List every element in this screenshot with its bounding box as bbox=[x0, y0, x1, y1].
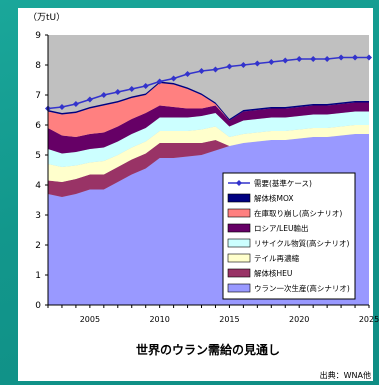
legend-label: リサイクル物質(高シナリオ) bbox=[254, 238, 350, 248]
area-series-1 bbox=[48, 134, 369, 197]
legend-label: ウラン一次生産(高シナリオ) bbox=[254, 283, 350, 293]
axes: 0 1 2 3 4 5 6 7 8 9 2005 2010 2015 2020 2025 bbox=[35, 31, 379, 324]
demand-point bbox=[226, 63, 233, 70]
demand-point bbox=[114, 89, 121, 95]
legend-demand-marker bbox=[236, 180, 242, 186]
y-unit-label: （万tU） bbox=[28, 12, 65, 23]
x-tick-label: 2020 bbox=[289, 315, 309, 324]
y-tick-label: 8 bbox=[35, 61, 41, 71]
y-tick-label: 5 bbox=[35, 151, 41, 161]
demand-point bbox=[254, 60, 261, 67]
demand-point bbox=[310, 56, 317, 62]
demand-point bbox=[268, 59, 275, 65]
y-tick-label: 3 bbox=[35, 211, 41, 221]
legend-label: 需要(基準ケース) bbox=[254, 178, 312, 188]
legend-swatch bbox=[227, 283, 251, 293]
legend-swatch bbox=[227, 253, 251, 263]
area-series-4 bbox=[48, 102, 369, 154]
y-tick-label: 1 bbox=[35, 271, 41, 281]
demand-point bbox=[184, 71, 191, 77]
x-tick-label: 2015 bbox=[219, 315, 239, 324]
area-series-3 bbox=[48, 111, 369, 167]
demand-point bbox=[198, 68, 205, 74]
legend-swatch bbox=[227, 193, 251, 203]
y-tick-label: 7 bbox=[35, 91, 41, 101]
demand-point bbox=[338, 54, 345, 61]
legend-label: 在庫取り崩し(高シナリオ) bbox=[254, 208, 342, 218]
demand-point bbox=[58, 104, 65, 110]
demand-point bbox=[366, 54, 372, 61]
demand-point bbox=[128, 86, 135, 92]
legend-swatch bbox=[227, 208, 251, 218]
legend-label: 解体核MOX bbox=[254, 193, 294, 203]
chart-title: 世界のウラン需給の見通し bbox=[136, 342, 280, 357]
legend-label: テイル再濃縮 bbox=[254, 253, 299, 263]
y-tick-label: 9 bbox=[35, 31, 41, 41]
demand-point bbox=[324, 56, 331, 62]
legend-box bbox=[222, 172, 356, 300]
area-series-5 bbox=[48, 83, 369, 137]
demand-point bbox=[240, 62, 247, 68]
chart-source: 出典：WNA他 bbox=[320, 370, 371, 380]
demand-point bbox=[296, 56, 303, 62]
demand-point bbox=[72, 101, 79, 107]
demand-point bbox=[352, 54, 359, 61]
area-series-2 bbox=[48, 125, 369, 182]
legend: 需要(基準ケース) 解体核MOX 在庫取り崩し(高シナリオ) ロシア/LEU輸出リサイ… bbox=[222, 172, 356, 300]
demand-point bbox=[142, 83, 149, 89]
legend-swatch bbox=[227, 223, 251, 233]
legend-label: ロシア/LEU輸出 bbox=[254, 223, 308, 233]
y-tick-label: 4 bbox=[35, 181, 41, 191]
demand-point bbox=[100, 92, 107, 98]
x-tick-label: 2010 bbox=[149, 315, 169, 324]
demand-point bbox=[86, 96, 93, 103]
demand-point bbox=[156, 78, 163, 85]
demand-point bbox=[170, 75, 177, 82]
x-tick-label: 2025 bbox=[359, 315, 379, 324]
x-tick-label: 2005 bbox=[80, 315, 100, 324]
legend-swatch bbox=[227, 268, 251, 278]
y-tick-label: 6 bbox=[35, 121, 41, 131]
legend-label: 解体核HEU bbox=[254, 268, 292, 278]
demand-point bbox=[212, 66, 219, 73]
y-tick-label: 0 bbox=[35, 301, 41, 311]
legend-swatch bbox=[227, 238, 251, 248]
y-tick-label: 2 bbox=[35, 241, 41, 251]
demand-point bbox=[282, 57, 289, 64]
plot-area bbox=[45, 35, 372, 305]
